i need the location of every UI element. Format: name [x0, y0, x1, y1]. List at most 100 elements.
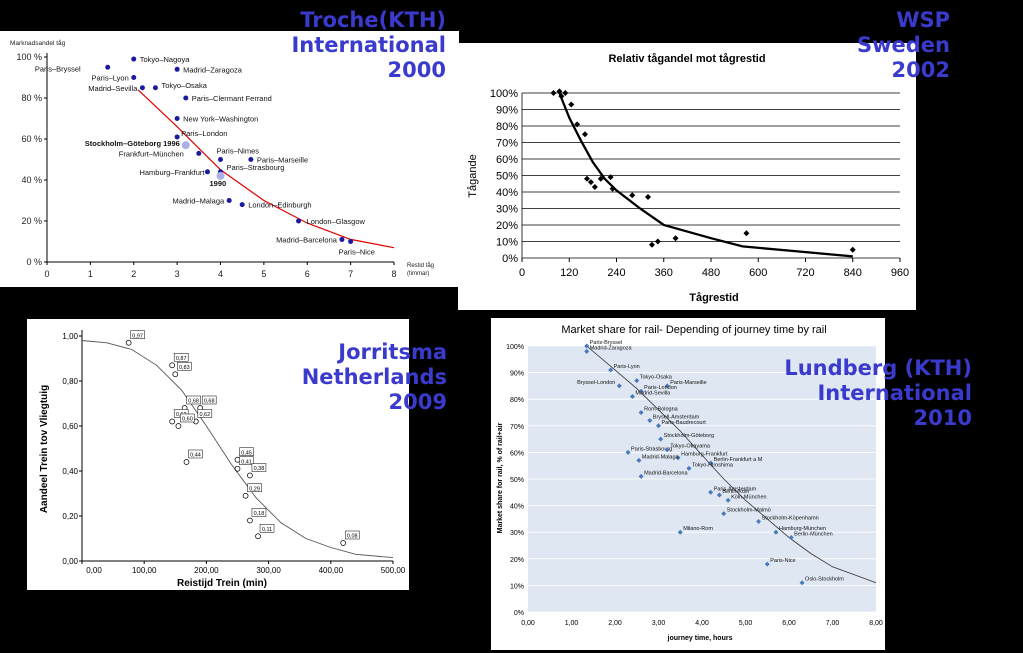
data-point: [645, 193, 651, 200]
data-point: [582, 131, 588, 138]
data-label-box: [180, 413, 195, 423]
y-tick-label: 0,20: [62, 512, 78, 521]
x-tick-label: 0,00: [521, 620, 535, 627]
data-point: [226, 198, 232, 203]
point-label: Madrid–Barcelona: [276, 235, 338, 244]
y-tick-label: 60%: [510, 450, 524, 457]
y-tick-label: 0,80: [62, 377, 78, 386]
caption-line: Netherlands: [301, 365, 447, 389]
data-point: [656, 423, 661, 429]
chart-panel-troche: [0, 31, 459, 287]
point-label: Madrid-Sevilla: [635, 391, 671, 397]
x-tick-label: 5: [261, 269, 266, 279]
x-axis-label: Restid tåg: [407, 262, 434, 269]
data-point: [239, 202, 245, 208]
point-label: Madrid-Malaga: [642, 454, 680, 460]
data-point: [625, 449, 631, 455]
data-label: 0,83: [179, 365, 190, 371]
data-point: [647, 417, 653, 423]
x-tick-label: 120: [560, 267, 578, 279]
y-tick-label: 40%: [496, 187, 518, 199]
point-label: Paris-Amsterdam: [714, 486, 757, 492]
point-label: New York–Washington: [183, 115, 258, 124]
y-axis-label: Tågande: [467, 154, 479, 197]
data-point: [664, 383, 670, 389]
y-axis-label: Market share for rail, % of rail+air: [497, 422, 504, 533]
trend-line: [558, 92, 853, 258]
caption-line: International: [817, 381, 972, 405]
data-label-box: [344, 530, 360, 540]
data-label: 0,41: [241, 459, 252, 465]
data-label: 0,44: [190, 453, 201, 459]
data-label: 0,29: [249, 486, 260, 492]
x-tick-label: 840: [844, 267, 862, 279]
point-label: Madrid–Sevilla: [88, 84, 138, 93]
y-tick-label: 0 %: [26, 257, 42, 267]
point-label: Madrid-Zaragoza: [590, 345, 633, 351]
x-tick-label: 6: [305, 269, 310, 279]
caption-line: International: [291, 33, 446, 57]
x-tick-label: 0: [44, 269, 49, 279]
data-point: [721, 511, 727, 517]
data-label: 0,62: [199, 412, 210, 418]
data-point: [296, 218, 302, 224]
data-point: [131, 75, 137, 80]
x-tick-label: 5,00: [739, 620, 753, 627]
data-point: [247, 472, 253, 479]
x-tick-label: 3,00: [652, 620, 666, 627]
y-tick-label: 100 %: [16, 52, 42, 62]
point-label: Rom-Bologna: [644, 407, 679, 413]
caption-line: Troche(KTH): [300, 8, 446, 32]
data-point: [686, 465, 692, 471]
data-point: [587, 179, 594, 186]
data-point: [716, 492, 722, 498]
x-axis-label: (timmar): [407, 271, 429, 277]
data-point: [139, 85, 145, 91]
data-point: [574, 121, 581, 128]
point-label: Hamburg-Frankfurt: [681, 452, 728, 458]
data-label: 0,38: [254, 466, 265, 472]
caption-line: WSP: [896, 8, 950, 32]
data-point: [172, 371, 179, 378]
y-tick-label: 50%: [496, 171, 518, 183]
data-point: [583, 175, 590, 182]
data-point: [629, 192, 636, 199]
data-point: [743, 230, 750, 237]
data-point: [242, 492, 249, 499]
y-tick-label: 90%: [510, 371, 524, 378]
y-tick-label: 0%: [502, 253, 518, 265]
point-label: Tokyo–Nagoya: [140, 55, 190, 64]
data-point: [550, 90, 557, 96]
data-point: [216, 171, 225, 180]
x-tick-label: 360: [655, 267, 673, 279]
y-tick-label: 90%: [496, 105, 518, 117]
point-label: Paris–London: [181, 129, 227, 138]
data-label: 0,60: [182, 417, 193, 423]
data-point: [799, 580, 805, 586]
x-tick-label: 600: [749, 267, 767, 279]
y-tick-label: 0%: [514, 610, 524, 617]
y-tick-label: 10%: [510, 583, 524, 590]
y-tick-label: 30%: [510, 530, 524, 537]
data-point: [255, 533, 261, 540]
data-point: [648, 241, 655, 248]
data-point: [248, 157, 254, 162]
data-point: [174, 134, 180, 140]
data-label-box: [259, 524, 275, 533]
data-point: [849, 246, 856, 253]
point-label: Stockholm–Göteborg 1996: [85, 139, 180, 148]
caption-line: Jorritsma: [338, 340, 447, 364]
y-tick-label: 80 %: [21, 93, 42, 103]
caption-line: 2010: [913, 406, 972, 430]
y-tick-label: 80%: [510, 397, 524, 404]
data-point: [558, 93, 565, 100]
chart-title: Market share for rail- Depending of jour…: [561, 324, 826, 336]
data-point: [183, 459, 190, 465]
data-point: [756, 519, 762, 525]
y-axis-label: Aandeel Trein tov Vliegtuig: [39, 385, 50, 513]
data-label: 0,87: [176, 356, 187, 362]
data-label-box: [177, 362, 192, 371]
x-tick-label: 240: [607, 267, 625, 279]
data-point: [654, 238, 661, 245]
data-label-box: [247, 483, 262, 492]
